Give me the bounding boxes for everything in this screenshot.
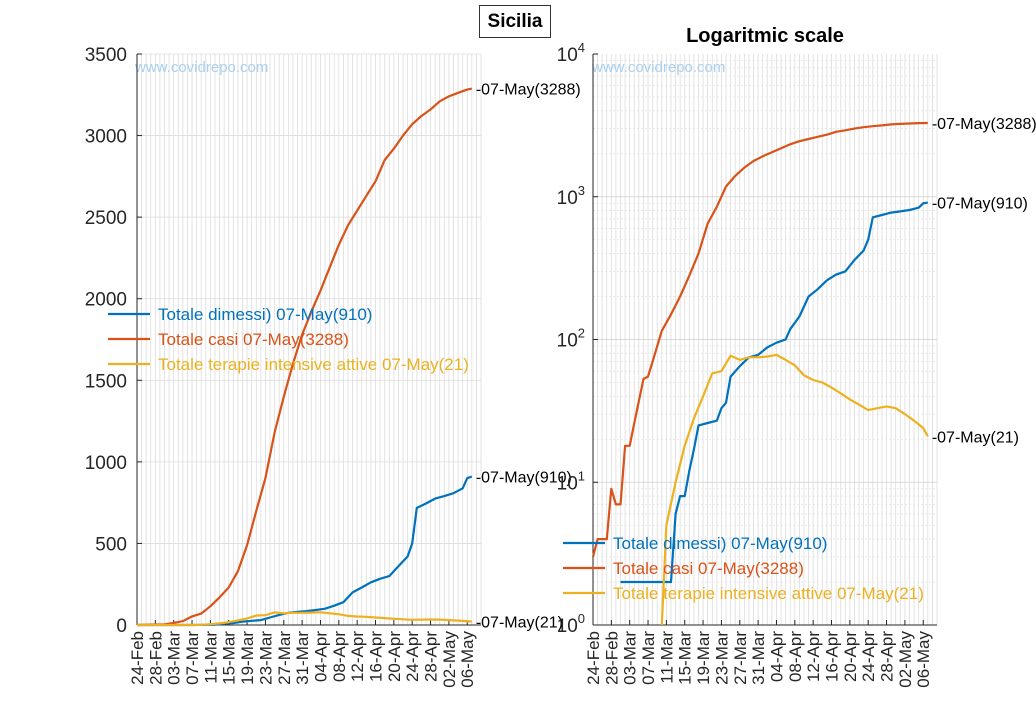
legend: Totale dimessi) 07-May(910) Totale casi 0…: [563, 534, 924, 603]
series-line: [620, 201, 928, 584]
x-tick-label: 27-Mar: [731, 631, 750, 685]
x-tick-label: 28-Apr: [422, 631, 441, 682]
x-tick-label: 20-Apr: [841, 631, 860, 682]
x-tick-label: 19-Mar: [238, 631, 257, 685]
series-line: [660, 353, 929, 626]
x-tick-label: 11-Mar: [657, 631, 676, 684]
legend-entry: Totale terapie intensive attive 07-May(2…: [613, 584, 924, 603]
grid: [136, 53, 482, 626]
x-tick-label: 23-Mar: [712, 631, 731, 685]
linear-scale-chart: www.covidrepo.com 0 500 1000 1500 2000 2500 300…: [85, 45, 581, 688]
x-tick-label: 07-Mar: [639, 631, 658, 685]
series-line: [136, 87, 473, 627]
y-tick-label: 100: [557, 611, 585, 637]
end-label: -07-May(21): [476, 615, 563, 632]
x-tick-label: 11-Mar: [201, 631, 220, 684]
x-tick-label: 02-May: [896, 631, 915, 688]
end-label: -07-May(910): [476, 470, 572, 487]
series-line: [137, 475, 473, 627]
x-tick-label: 16-Apr: [367, 631, 386, 682]
y-tick-label: 0: [116, 616, 127, 637]
x-tick-label: 19-Mar: [694, 631, 713, 685]
chart-title: Logaritmic scale: [686, 25, 844, 47]
watermark: www.covidrepo.com: [134, 59, 268, 76]
x-tick-label: 07-Mar: [183, 631, 202, 685]
y-tick-labels: 100 101 102 103 104: [557, 40, 598, 637]
x-tick-label: 15-Mar: [220, 631, 239, 685]
x-tick-label: 31-Mar: [749, 631, 768, 685]
x-tick-label: 08-Apr: [786, 631, 805, 682]
x-tick-label: 28-Apr: [878, 631, 897, 682]
legend-entry: Totale dimessi) 07-May(910): [613, 534, 827, 553]
x-tick-label: 16-Apr: [823, 631, 842, 682]
end-label: -07-May(3288): [476, 82, 581, 99]
x-tick-label: 04-Apr: [311, 631, 330, 682]
figure-title: Sicilia: [479, 5, 551, 38]
y-tick-label: 1000: [85, 453, 127, 474]
x-tick-label: 23-Mar: [256, 631, 275, 685]
y-tick-label: 101: [557, 468, 585, 494]
x-tick-label: 03-Mar: [165, 631, 184, 685]
y-tick-labels: 0 500 1000 1500 2000 2500 3000 3500: [85, 45, 142, 637]
y-tick-label: 3000: [85, 127, 127, 148]
y-tick-label: 104: [557, 40, 585, 66]
series-line: [137, 611, 472, 627]
x-tick-label: 28-Feb: [146, 631, 165, 685]
x-tick-label: 27-Mar: [275, 631, 294, 685]
x-tick-label: 06-May: [458, 631, 477, 688]
x-tick-label: 12-Apr: [804, 631, 823, 682]
legend: Totale dimessi) 07-May(910) Totale casi 0…: [108, 305, 469, 374]
x-tick-label: 02-May: [440, 631, 459, 688]
y-tick-label: 3500: [85, 45, 127, 66]
x-tick-label: 24-Apr: [859, 631, 878, 682]
end-label: -07-May(3288): [932, 116, 1036, 133]
x-tick-label: 28-Feb: [602, 631, 621, 685]
x-tick-labels: 24-Feb 28-Feb 03-Mar 07-Mar 11-Mar 15-Mar 19-M…: [128, 620, 477, 688]
watermark: www.covidrepo.com: [591, 59, 725, 76]
y-tick-label: 1500: [85, 371, 127, 392]
y-tick-label: 2000: [85, 290, 127, 311]
y-tick-label: 500: [95, 534, 127, 555]
x-tick-label: 24-Feb: [128, 631, 147, 685]
y-tick-label: 103: [557, 183, 585, 209]
x-tick-label: 31-Mar: [293, 631, 312, 685]
x-tick-label: 04-Apr: [767, 631, 786, 682]
y-tick-label: 2500: [85, 208, 127, 229]
legend-entry: Totale dimessi) 07-May(910): [158, 305, 372, 324]
end-label: -07-May(21): [932, 429, 1019, 446]
x-tick-label: 20-Apr: [385, 631, 404, 682]
x-tick-label: 08-Apr: [330, 631, 349, 682]
legend-entry: Totale terapie intensive attive 07-May(2…: [158, 355, 469, 374]
series-line: [591, 121, 928, 558]
x-tick-label: 03-Mar: [621, 631, 640, 685]
x-tick-label: 06-May: [914, 631, 933, 688]
legend-entry: Totale casi 07-May(3288): [158, 330, 349, 349]
x-tick-label: 15-Mar: [676, 631, 695, 685]
x-tick-label: 24-Feb: [584, 631, 603, 685]
end-label: -07-May(910): [932, 196, 1028, 213]
x-tick-label: 12-Apr: [348, 631, 367, 682]
legend-entry: Totale casi 07-May(3288): [613, 559, 804, 578]
x-tick-label: 24-Apr: [403, 631, 422, 682]
x-tick-labels: 24-Feb 28-Feb 03-Mar 07-Mar 11-Mar 15-Mar 19-M…: [584, 620, 933, 688]
y-tick-label: 102: [557, 326, 585, 352]
